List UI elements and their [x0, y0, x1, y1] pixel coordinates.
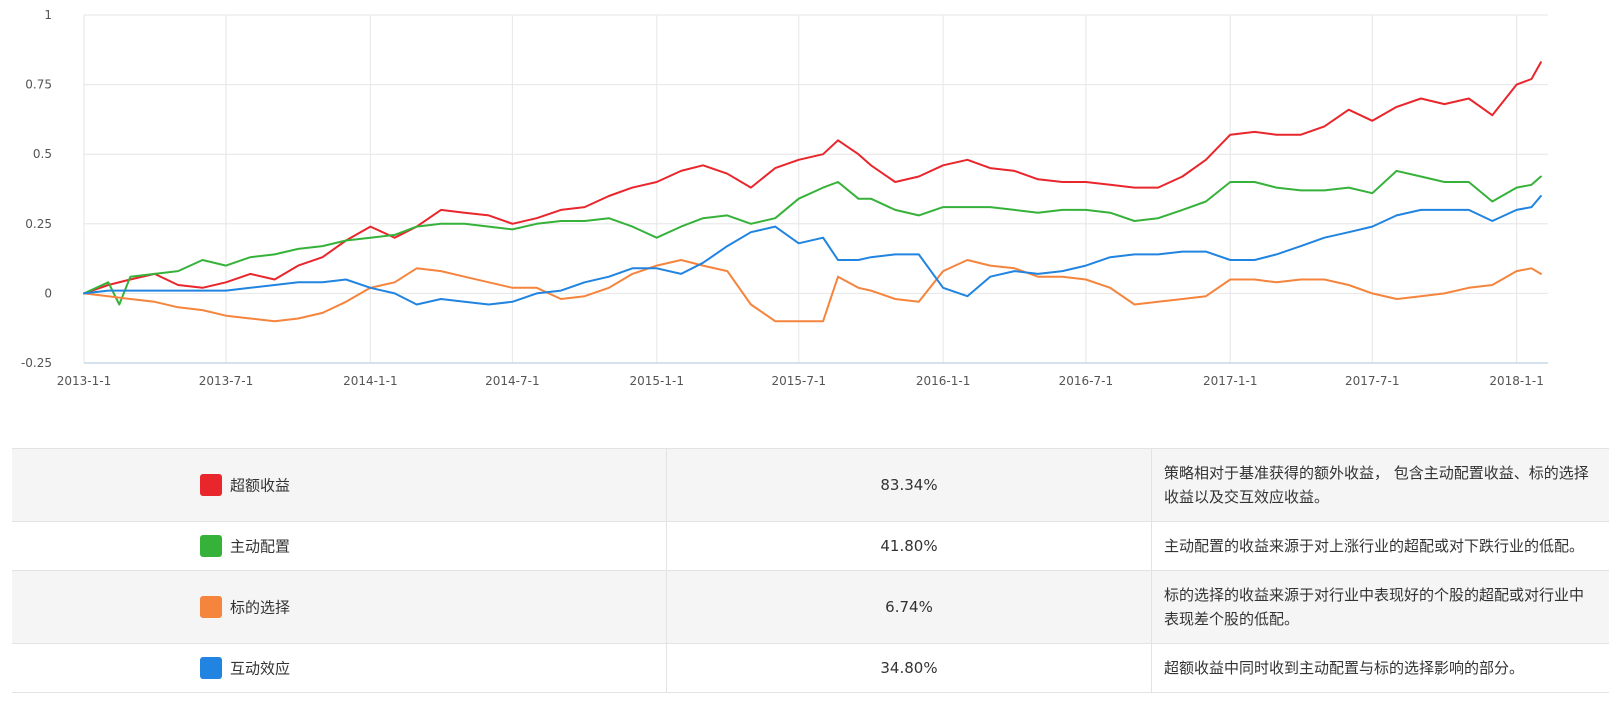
x-tick-label: 2013-7-1: [199, 374, 253, 388]
y-tick-label: 0.25: [25, 217, 52, 231]
attribution-table: 超额收益 83.34% 策略相对于基准获得的额外收益， 包含主动配置收益、标的选…: [12, 448, 1609, 693]
y-tick-label: -0.25: [21, 356, 52, 370]
x-tick-label: 2016-1-1: [916, 374, 970, 388]
table-row: 超额收益 83.34% 策略相对于基准获得的额外收益， 包含主动配置收益、标的选…: [12, 448, 1609, 522]
green-swatch: [200, 535, 222, 557]
series-line-3: [83, 195, 1542, 306]
x-tick-label: 2015-1-1: [629, 374, 683, 388]
y-tick-label: 0.75: [25, 78, 52, 92]
row-name-cell: 超额收益: [12, 448, 667, 522]
x-tick-label: 2017-1-1: [1203, 374, 1257, 388]
row-name-cell: 互动效应: [12, 643, 667, 693]
y-tick-label: 0: [44, 286, 52, 300]
orange-swatch: [200, 596, 222, 618]
row-name-cell: 标的选择: [12, 570, 667, 644]
y-tick-label: 1: [44, 8, 52, 22]
table-row: 标的选择 6.74% 标的选择的收益来源于对行业中表现好的个股的超配或对行业中表…: [12, 570, 1609, 644]
row-name: 互动效应: [230, 659, 291, 678]
series-line-0: [83, 61, 1542, 295]
row-description: 超额收益中同时收到主动配置与标的选择影响的部分。: [1151, 643, 1609, 693]
row-name: 标的选择: [230, 598, 291, 617]
table-row: 主动配置 41.80% 主动配置的收益来源于对上涨行业的超配或对下跌行业的低配。: [12, 521, 1609, 571]
x-tick-label: 2015-7-1: [772, 374, 826, 388]
row-description: 主动配置的收益来源于对上涨行业的超配或对下跌行业的低配。: [1151, 521, 1609, 571]
y-tick-labels: 1 0.75 0.5 0.25 0 -0.25: [21, 8, 52, 370]
x-tick-label: 2014-1-1: [343, 374, 397, 388]
series-lines: [83, 61, 1542, 323]
row-value: 6.74%: [666, 570, 1152, 644]
red-swatch: [200, 474, 222, 496]
row-name: 超额收益: [230, 476, 291, 495]
x-gridlines: [83, 15, 1518, 363]
row-name: 主动配置: [230, 537, 291, 556]
row-value: 34.80%: [666, 643, 1152, 693]
x-tick-label: 2014-7-1: [485, 374, 539, 388]
row-name-cell: 主动配置: [12, 521, 667, 571]
x-tick-label: 2013-1-1: [57, 374, 111, 388]
x-tick-label: 2018-1-1: [1489, 374, 1543, 388]
chart-svg: 1 0.75 0.5 0.25 0 -0.25 2013-1-1 2013-7-1 2014-…: [21, 8, 1548, 388]
table-row: 互动效应 34.80% 超额收益中同时收到主动配置与标的选择影响的部分。: [12, 643, 1609, 693]
y-tick-label: 0.5: [33, 147, 52, 161]
row-description: 标的选择的收益来源于对行业中表现好的个股的超配或对行业中表现差个股的低配。: [1151, 570, 1609, 644]
blue-swatch: [200, 657, 222, 679]
row-value: 41.80%: [666, 521, 1152, 571]
row-value: 83.34%: [666, 448, 1152, 522]
x-tick-label: 2016-7-1: [1059, 374, 1113, 388]
series-line-1: [83, 169, 1542, 306]
x-tick-labels: 2013-1-1 2013-7-1 2014-1-1 2014-7-1 2015-1-1…: [57, 374, 1544, 388]
row-description: 策略相对于基准获得的额外收益， 包含主动配置收益、标的选择收益以及交互效应收益。: [1151, 448, 1609, 522]
series-line-2: [83, 259, 1542, 323]
x-tick-label: 2017-7-1: [1345, 374, 1399, 388]
attribution-line-chart: 1 0.75 0.5 0.25 0 -0.25 2013-1-1 2013-7-1 2014-…: [21, 8, 1548, 388]
